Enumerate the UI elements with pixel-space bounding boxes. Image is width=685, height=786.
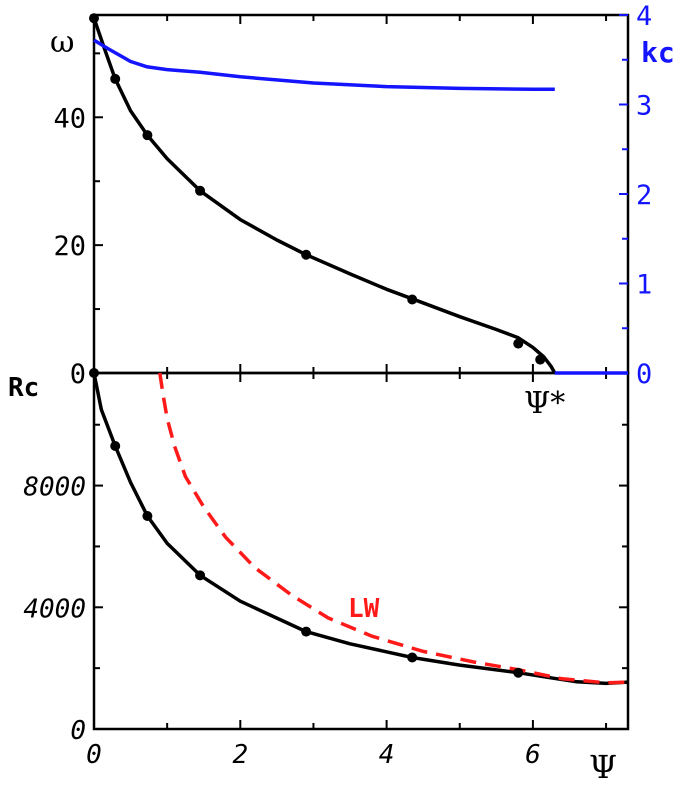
y-tick-label-rc: 0 <box>70 716 86 746</box>
lw-series-label: LW <box>348 594 380 624</box>
y-tick-label-kc: 3 <box>636 91 652 122</box>
x-tick-label-psi: 2 <box>232 740 248 770</box>
omega-point <box>407 294 418 305</box>
omega-axis-label: ω <box>50 25 74 60</box>
x-tick-label-psi: 4 <box>379 740 395 770</box>
rc-point <box>89 368 99 378</box>
omega-point <box>195 185 206 196</box>
y-tick-label-kc: 1 <box>636 270 652 301</box>
y-tick-label-omega: 40 <box>53 103 86 134</box>
kc-curve-2 <box>93 38 555 92</box>
data-markers <box>89 13 546 678</box>
curves <box>92 17 629 686</box>
psi-axis-label: Ψ <box>589 748 617 786</box>
rc-point <box>142 511 153 522</box>
omega-point <box>110 73 121 84</box>
rc-point <box>407 652 418 663</box>
omega-point <box>535 354 546 365</box>
bottom-panel-frame <box>92 371 630 731</box>
kc-axis-label: kc <box>641 36 675 69</box>
x-tick-label-psi: 6 <box>525 740 541 770</box>
omega-point <box>301 249 312 260</box>
omega-point <box>142 130 153 141</box>
omega-point <box>89 13 99 24</box>
rc-point <box>195 570 206 581</box>
omega-point <box>513 338 524 349</box>
x-tick-label-psi: 0 <box>86 740 102 770</box>
rc-point <box>513 667 524 678</box>
y-tick-label-kc: 4 <box>636 1 652 32</box>
omega-curve <box>92 17 557 374</box>
psi-star-annotation: Ψ* <box>524 386 565 421</box>
y-tick-label-omega: 20 <box>53 231 86 262</box>
lw-curve <box>158 372 629 685</box>
y-tick-label-rc: 4000 <box>23 594 86 624</box>
rc-point <box>110 441 121 452</box>
rc-point <box>301 626 312 637</box>
y-tick-label-rc: 8000 <box>23 473 86 503</box>
rc-axis-label: Rc <box>8 373 39 403</box>
y-tick-label-kc: 0 <box>636 359 652 390</box>
y-tick-label-omega: 0 <box>70 359 86 390</box>
y-tick-label-kc: 2 <box>636 180 652 211</box>
